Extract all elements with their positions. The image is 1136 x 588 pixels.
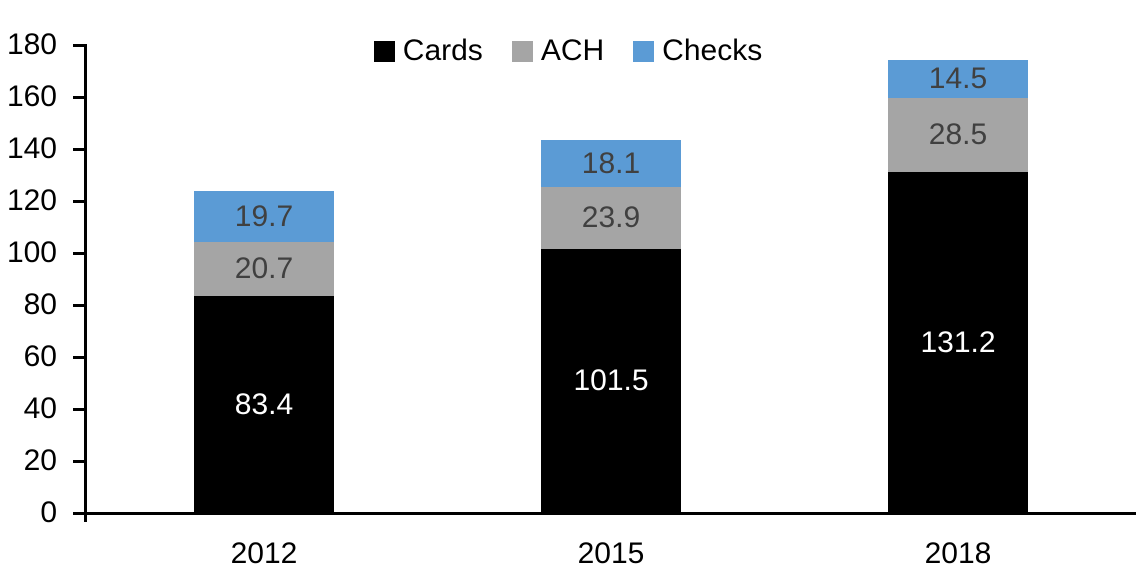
bar-segment-ach-2018: 28.5 bbox=[888, 98, 1028, 172]
bar-value-label: 20.7 bbox=[234, 252, 294, 285]
legend-item-checks: Checks bbox=[633, 34, 762, 68]
x-axis-line bbox=[84, 512, 1136, 515]
y-axis-tick bbox=[73, 44, 84, 47]
y-axis-tick-label: 100 bbox=[6, 236, 57, 269]
y-axis-tick bbox=[73, 460, 84, 463]
y-axis-tick-label: 120 bbox=[6, 184, 57, 217]
bar-segment-ach-2012: 20.7 bbox=[194, 242, 334, 296]
bar-value-label: 14.5 bbox=[928, 62, 988, 95]
y-axis-tick-label: 180 bbox=[6, 28, 57, 61]
bar-segment-cards-2015: 101.5 bbox=[541, 249, 681, 513]
y-axis-tick bbox=[73, 356, 84, 359]
y-axis-tick bbox=[73, 200, 84, 203]
legend-item-cards: Cards bbox=[373, 34, 483, 68]
bar-value-label: 101.5 bbox=[573, 364, 649, 397]
bar-segment-ach-2015: 23.9 bbox=[541, 187, 681, 249]
y-axis-tick bbox=[73, 252, 84, 255]
y-axis-tick-label: 0 bbox=[40, 496, 57, 529]
bar-segment-checks-2012: 19.7 bbox=[194, 191, 334, 242]
y-axis-tick-label: 80 bbox=[23, 288, 57, 321]
y-axis-tick-label: 40 bbox=[23, 392, 57, 425]
legend-item-ach: ACH bbox=[511, 34, 605, 68]
legend-label: Checks bbox=[662, 34, 763, 67]
bar-segment-checks-2015: 18.1 bbox=[541, 140, 681, 187]
y-axis-tick bbox=[73, 512, 84, 515]
x-axis-origin-tick bbox=[84, 513, 87, 522]
legend-label: Cards bbox=[402, 34, 483, 67]
bar-value-label: 23.9 bbox=[581, 201, 641, 234]
y-axis-tick bbox=[73, 304, 84, 307]
legend-swatch-checks bbox=[633, 40, 655, 62]
y-axis-tick-label: 160 bbox=[6, 80, 57, 113]
legend-swatch-ach bbox=[511, 40, 533, 62]
x-axis-label-2015: 2015 bbox=[577, 537, 645, 570]
bar-value-label: 83.4 bbox=[234, 387, 294, 421]
y-axis-tick-label: 60 bbox=[23, 340, 57, 373]
bar-segment-cards-2018: 131.2 bbox=[888, 172, 1028, 513]
x-axis-label-2018: 2018 bbox=[924, 537, 992, 570]
bar-value-label: 19.7 bbox=[234, 199, 294, 233]
y-axis-tick-label: 140 bbox=[6, 132, 57, 165]
bar-segment-checks-2018: 14.5 bbox=[888, 60, 1028, 98]
y-axis-line bbox=[84, 44, 87, 514]
legend: Cards ACH Checks bbox=[0, 34, 1136, 68]
bar-value-label: 28.5 bbox=[928, 118, 988, 151]
bar-segment-cards-2012: 83.4 bbox=[194, 296, 334, 513]
y-axis-tick bbox=[73, 148, 84, 151]
x-axis-label-2012: 2012 bbox=[230, 537, 298, 570]
bar-value-label: 18.1 bbox=[581, 146, 641, 180]
y-axis-tick-label: 20 bbox=[23, 444, 57, 477]
legend-swatch-cards bbox=[373, 40, 395, 62]
y-axis-tick bbox=[73, 96, 84, 99]
y-axis-tick bbox=[73, 408, 84, 411]
bar-value-label: 131.2 bbox=[920, 325, 996, 359]
legend-label: ACH bbox=[540, 34, 605, 67]
